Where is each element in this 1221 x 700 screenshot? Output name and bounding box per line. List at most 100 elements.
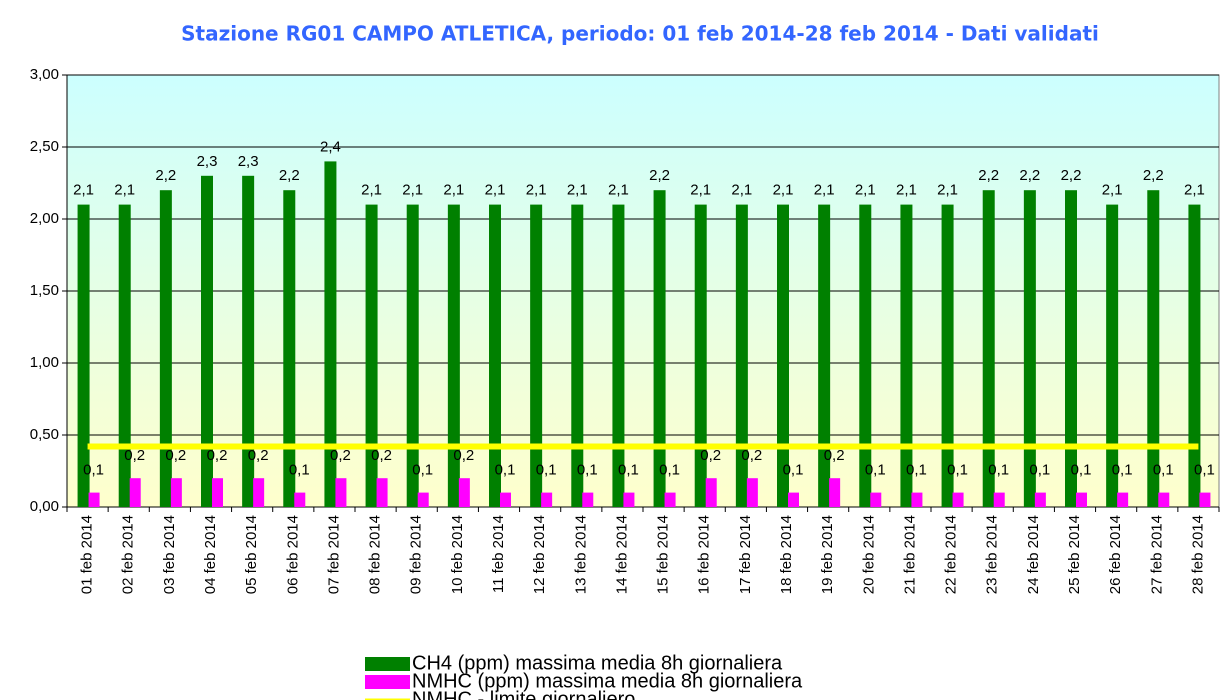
bar [900,204,913,507]
bar [1117,492,1129,507]
bar [458,478,470,507]
bar [201,175,213,508]
bar [324,161,337,507]
x-tick-label: 10 feb 2014 [449,515,466,594]
data-label: 2,1 [814,182,835,199]
bar [788,492,799,507]
data-label: 2,1 [1102,182,1123,199]
bar [77,204,90,507]
data-label: 2,2 [1061,167,1082,184]
y-tick-label: 0,50 [30,426,59,443]
data-label: 2,1 [361,182,382,199]
data-label: 2,3 [197,153,218,170]
bar [1199,492,1211,507]
y-tick-label: 1,50 [30,282,59,299]
data-label: 2,2 [1143,167,1164,184]
x-tick-label: 24 feb 2014 [1025,515,1042,594]
x-tick-label: 21 feb 2014 [901,515,918,594]
x-tick-label: 17 feb 2014 [737,515,754,594]
x-tick-label: 28 feb 2014 [1189,515,1206,594]
bar [170,478,182,507]
y-tick-label: 2,50 [30,138,59,155]
bar [406,204,419,507]
data-label: 0,1 [289,462,310,479]
legend-swatch [365,657,410,671]
x-tick-label: 13 feb 2014 [572,515,589,594]
bar [777,204,789,507]
bar [530,204,543,507]
data-label: 2,1 [731,182,752,199]
bar [735,204,748,507]
bar [1023,190,1036,507]
data-label: 2,1 [937,182,958,199]
y-tick-label: 1,00 [30,354,59,371]
data-label: 2,1 [690,182,711,199]
bar [242,175,255,508]
data-label: 0,1 [1071,462,1092,479]
data-label: 2,1 [855,182,876,199]
data-label: 2,1 [402,182,423,199]
x-tick-label: 19 feb 2014 [819,515,836,594]
data-label: 2,1 [1184,182,1205,199]
x-tick-label: 09 feb 2014 [408,515,425,594]
data-label: 0,1 [1194,462,1215,479]
x-tick-label: 04 feb 2014 [202,515,219,594]
data-label: 0,2 [453,447,474,464]
bar [623,492,635,507]
x-tick-label: 15 feb 2014 [655,515,672,594]
legend-swatch [365,675,410,689]
bar [911,492,923,507]
data-label: 2,2 [649,167,670,184]
y-tick-label: 0,00 [30,498,59,515]
data-label: 2,3 [238,153,259,170]
bar [664,492,676,507]
bar [365,204,378,507]
data-label: 0,1 [1029,462,1050,479]
bar [952,492,964,507]
x-tick-label: 26 feb 2014 [1107,515,1124,594]
data-label: 0,1 [865,462,886,479]
bar [1158,492,1170,507]
data-label: 2,2 [978,167,999,184]
data-label: 0,1 [1153,462,1174,479]
bar [500,492,511,507]
bar [870,492,882,507]
x-tick-label: 16 feb 2014 [696,515,713,594]
bar [1034,492,1046,507]
bar [993,492,1005,507]
bar [212,478,223,507]
data-label: 2,1 [896,182,917,199]
data-label: 2,1 [608,182,629,199]
bar [705,478,717,507]
data-label: 0,1 [988,462,1009,479]
x-tick-label: 11 feb 2014 [490,515,507,593]
chart-title: Stazione RG01 CAMPO ATLETICA, periodo: 0… [181,22,1099,46]
bar [1106,204,1119,507]
bar [489,204,501,507]
data-label: 0,1 [906,462,927,479]
bar [694,204,707,507]
bar [294,492,306,507]
x-tick-label: 01 feb 2014 [79,515,96,594]
data-label: 2,2 [1019,167,1040,184]
bar [88,492,100,507]
data-label: 0,2 [165,447,186,464]
bar [1188,204,1201,507]
bar [571,204,584,507]
bar [746,478,758,507]
x-tick-label: 23 feb 2014 [984,515,1001,594]
data-label: 2,1 [114,182,135,199]
bar [612,204,625,507]
x-tick-label: 22 feb 2014 [943,515,960,594]
data-label: 0,1 [536,462,557,479]
bar [447,204,460,507]
bar [376,478,388,507]
x-tick-label: 03 feb 2014 [161,515,178,594]
data-label: 0,2 [207,447,228,464]
data-label: 0,1 [659,462,680,479]
data-label: 2,2 [279,167,300,184]
bar [283,190,296,507]
data-label: 2,1 [773,182,794,199]
data-label: 2,1 [443,182,464,199]
